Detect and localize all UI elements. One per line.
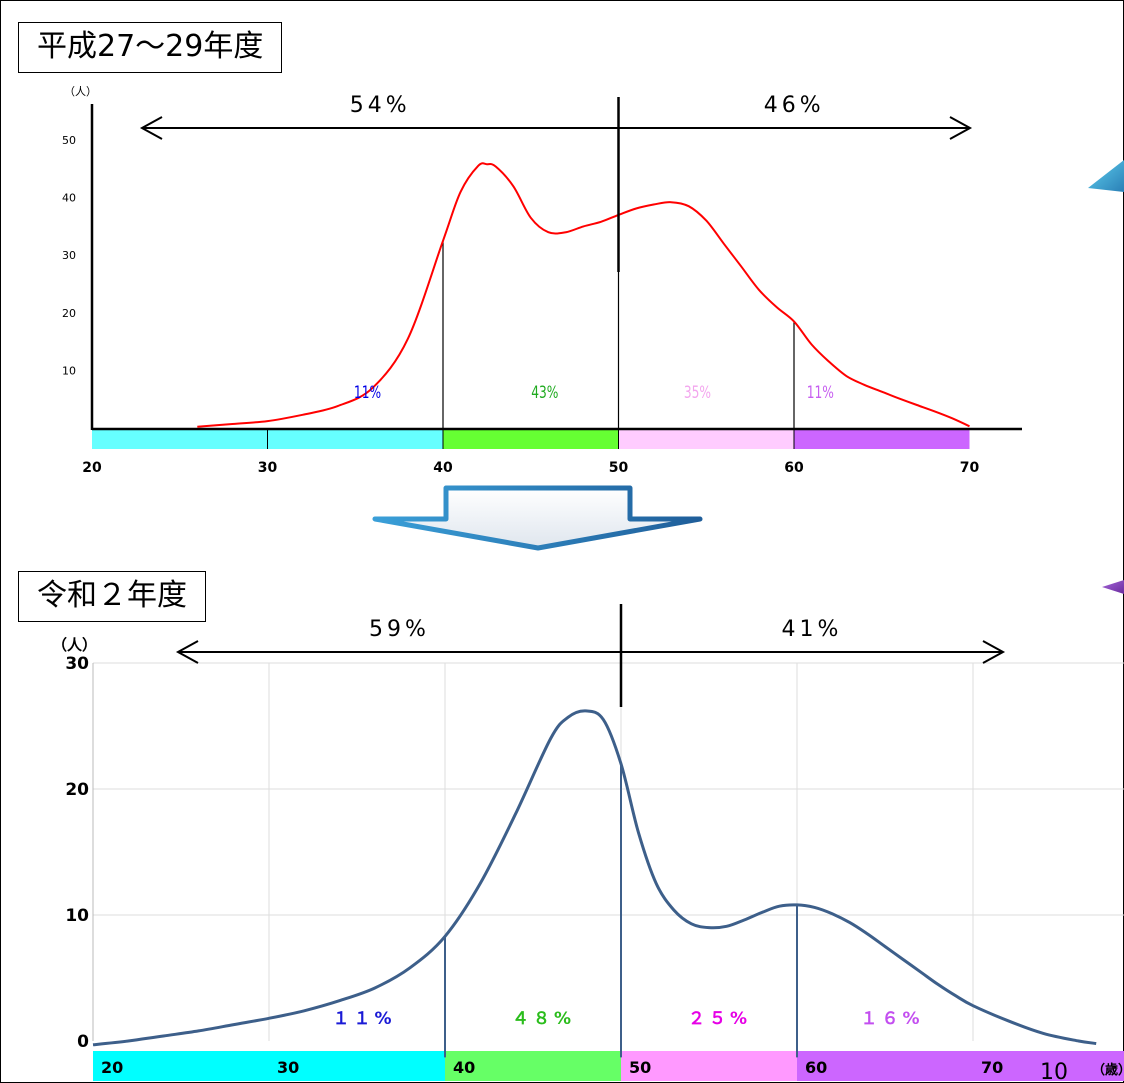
- age-band: [445, 1051, 621, 1081]
- age-band: [621, 1051, 797, 1081]
- arrow-right-head-icon: [949, 116, 973, 140]
- age-band: [443, 429, 619, 449]
- x-axis-unit-label: （歳）: [1092, 1062, 1124, 1078]
- down-arrow-icon: [372, 485, 703, 551]
- y-tick-label: 30: [62, 249, 76, 262]
- x-tick-label: 30: [277, 1058, 299, 1077]
- y-tick-label: 10: [65, 906, 89, 926]
- page-number: 10: [1040, 1060, 1068, 1083]
- segment-percent-label: １６%: [861, 1009, 924, 1029]
- x-tick-label: 70: [981, 1058, 1003, 1077]
- y-tick-label: 0: [77, 1032, 89, 1052]
- x-tick-label: 30: [258, 460, 278, 476]
- split-left-percent: 54%: [350, 93, 411, 118]
- segment-percent-label: １１%: [333, 1009, 396, 1029]
- x-tick-label: 20: [82, 460, 102, 476]
- decoration-triangle-blue-icon: [1088, 160, 1124, 192]
- split-left-percent: 59%: [369, 617, 430, 642]
- y-axis-unit-label: （人）: [64, 85, 97, 98]
- arrow-left-head-icon: [139, 116, 163, 140]
- chart2-title: 令和２年度: [18, 571, 206, 622]
- x-tick-label: 20: [101, 1058, 123, 1077]
- segment-percent-label: 11%: [354, 383, 381, 403]
- x-tick-label: 70: [960, 460, 980, 476]
- decoration-triangle-purple-icon: [1102, 580, 1124, 594]
- split-right-percent: 46%: [764, 93, 825, 118]
- segment-percent-label: ２５%: [688, 1009, 751, 1029]
- x-tick-label: 50: [609, 460, 629, 476]
- y-tick-label: 50: [62, 134, 76, 147]
- chart-r2: （人） 0 10 20 30 20 30 40 50 60 70 （歳） １１% ４８% ２５% １６% 59%…: [52, 604, 1124, 1081]
- y-tick-label: 40: [62, 192, 76, 205]
- y-tick-label: 10: [62, 364, 76, 377]
- x-tick-label: 40: [453, 1058, 475, 1077]
- x-tick-label: 60: [805, 1058, 827, 1077]
- age-band: [93, 1051, 445, 1081]
- segment-percent-label: 11%: [807, 383, 834, 403]
- arrow-right-head-icon: [982, 640, 1006, 664]
- age-band: [797, 1051, 1124, 1081]
- age-band: [618, 429, 794, 449]
- y-tick-label: 20: [62, 307, 76, 320]
- y-tick-label: 20: [65, 780, 89, 800]
- distribution-curve: [197, 162, 970, 428]
- distribution-curve: [92, 709, 1097, 1047]
- x-tick-label: 50: [629, 1058, 651, 1077]
- segment-percent-label: 35%: [684, 383, 711, 403]
- chart1-title: 平成27〜29年度: [18, 22, 283, 73]
- x-tick-label: 60: [784, 460, 804, 476]
- arrow-left-head-icon: [175, 640, 199, 664]
- chart-h27-29: （人） 10 20 30 40 50 20 30 40 50 60 70 11% 43% 35% 11% 54%…: [62, 85, 1022, 476]
- y-axis-unit-label: （人）: [52, 636, 97, 654]
- age-band: [794, 429, 970, 449]
- split-right-percent: 41%: [782, 617, 843, 642]
- segment-percent-label: 43%: [531, 383, 558, 403]
- y-tick-label: 30: [65, 654, 89, 674]
- x-tick-label: 40: [433, 460, 453, 476]
- segment-percent-label: ４８%: [512, 1009, 575, 1029]
